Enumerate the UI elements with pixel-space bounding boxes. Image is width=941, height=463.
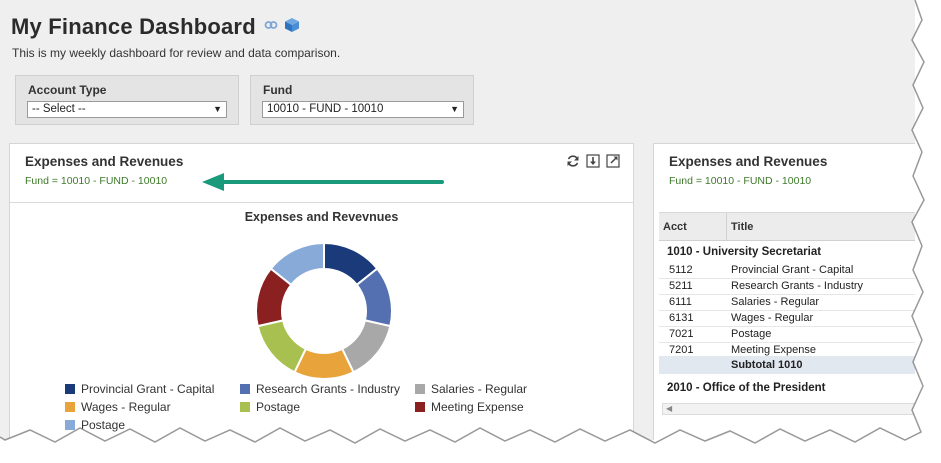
subtotal-row: Subtotal 1010 bbox=[659, 356, 915, 374]
column-separator bbox=[726, 213, 727, 240]
cell-title: Salaries - Regular bbox=[731, 296, 820, 308]
account-type-filter: Account Type -- Select -- ▼ bbox=[15, 75, 239, 125]
cell-title: Postage bbox=[731, 328, 772, 340]
account-type-value: -- Select -- bbox=[32, 103, 86, 115]
legend-label: Postage bbox=[256, 400, 301, 414]
legend-swatch bbox=[240, 402, 250, 412]
table-row[interactable]: 6131 Wages - Regular bbox=[659, 310, 915, 327]
horizontal-scrollbar[interactable]: ◀ bbox=[662, 403, 915, 415]
fund-value: 10010 - FUND - 10010 bbox=[267, 103, 384, 115]
legend-item[interactable]: Postage bbox=[240, 400, 300, 414]
legend-label: Wages - Regular bbox=[81, 400, 171, 414]
legend-swatch bbox=[415, 402, 425, 412]
title-row: My Finance Dashboard bbox=[11, 14, 300, 40]
group-row[interactable]: 2010 - Office of the President bbox=[667, 382, 826, 394]
cell-acct: 6111 bbox=[669, 296, 692, 308]
legend-label: Research Grants - Industry bbox=[256, 382, 401, 396]
legend-item[interactable]: Salaries - Regular bbox=[415, 382, 527, 396]
legend-item[interactable]: Provincial Grant - Capital bbox=[65, 382, 214, 396]
column-header-title[interactable]: Title bbox=[731, 221, 754, 233]
legend-swatch bbox=[415, 384, 425, 394]
table-row[interactable]: 5112 Provincial Grant - Capital bbox=[659, 262, 915, 279]
dropdown-arrow-icon: ▼ bbox=[213, 104, 222, 114]
cell-title: Provincial Grant - Capital bbox=[731, 264, 854, 276]
table-row[interactable]: 6111 Salaries - Regular bbox=[659, 294, 915, 311]
panel-tools bbox=[566, 154, 620, 168]
legend-swatch bbox=[240, 384, 250, 394]
table-row[interactable]: 5211 Research Grants - Industry bbox=[659, 278, 915, 295]
cell-acct: 6131 bbox=[669, 312, 694, 324]
panel-title: Expenses and Revenues bbox=[25, 154, 184, 169]
cell-acct: 7021 bbox=[669, 328, 694, 340]
account-type-label: Account Type bbox=[28, 83, 107, 97]
cell-title: Meeting Expense bbox=[731, 344, 816, 356]
legend-swatch bbox=[65, 384, 75, 394]
expand-icon[interactable] bbox=[606, 154, 620, 168]
fund-select[interactable]: 10010 - FUND - 10010 ▼ bbox=[262, 101, 464, 118]
legend-label: Postage bbox=[81, 418, 126, 432]
link-icon[interactable] bbox=[264, 18, 278, 37]
legend-item[interactable]: Meeting Expense bbox=[415, 400, 524, 414]
table-row[interactable]: 7021 Postage bbox=[659, 326, 915, 343]
cell-acct: 5112 bbox=[669, 264, 693, 276]
subtotal-label: Subtotal 1010 bbox=[731, 359, 803, 371]
panel-filter-text: Fund = 10010 - FUND - 10010 bbox=[25, 175, 168, 187]
cell-acct: 5211 bbox=[669, 280, 693, 292]
column-header-acct[interactable]: Acct bbox=[663, 221, 687, 233]
fund-label: Fund bbox=[263, 83, 293, 97]
cell-acct: 7201 bbox=[669, 344, 694, 356]
legend-swatch bbox=[65, 420, 75, 430]
page-subtitle: This is my weekly dashboard for review a… bbox=[12, 46, 341, 60]
legend-item[interactable]: Wages - Regular bbox=[65, 400, 171, 414]
cell-title: Wages - Regular bbox=[731, 312, 814, 324]
donut-chart bbox=[255, 241, 393, 380]
group-row[interactable]: 1010 - University Secretariat bbox=[667, 246, 822, 258]
download-icon[interactable] bbox=[586, 154, 600, 168]
panel-title: Expenses and Revenues bbox=[669, 154, 828, 169]
expenses-table-panel: Expenses and Revenues Fund = 10010 - FUN… bbox=[653, 143, 915, 440]
legend-swatch bbox=[65, 402, 75, 412]
expenses-chart-panel: Expenses and Revenues Fund = 10010 - FUN… bbox=[9, 143, 634, 440]
panel-filter-text: Fund = 10010 - FUND - 10010 bbox=[669, 175, 812, 187]
page-title: My Finance Dashboard bbox=[11, 14, 256, 39]
legend-label: Salaries - Regular bbox=[431, 382, 528, 396]
refresh-icon[interactable] bbox=[566, 154, 580, 168]
dropdown-arrow-icon: ▼ bbox=[450, 104, 459, 114]
legend-label: Provincial Grant - Capital bbox=[81, 382, 215, 396]
legend-item[interactable]: Postage bbox=[65, 418, 125, 432]
panel-divider bbox=[10, 202, 633, 203]
cell-title: Research Grants - Industry bbox=[731, 280, 864, 292]
cube-icon[interactable] bbox=[284, 17, 300, 38]
annotation-arrow bbox=[202, 173, 444, 191]
donut-slice[interactable] bbox=[269, 241, 325, 287]
account-type-select[interactable]: -- Select -- ▼ bbox=[27, 101, 227, 118]
scroll-left-icon[interactable]: ◀ bbox=[666, 404, 673, 413]
legend-label: Meeting Expense bbox=[431, 400, 524, 414]
chart-title: Expenses and Revevnues bbox=[244, 210, 399, 224]
grid-header: Acct Title bbox=[659, 212, 915, 241]
fund-filter: Fund 10010 - FUND - 10010 ▼ bbox=[250, 75, 474, 125]
dashboard-page: My Finance Dashboard This is my weekly d… bbox=[0, 0, 915, 440]
legend-item[interactable]: Research Grants - Industry bbox=[240, 382, 400, 396]
